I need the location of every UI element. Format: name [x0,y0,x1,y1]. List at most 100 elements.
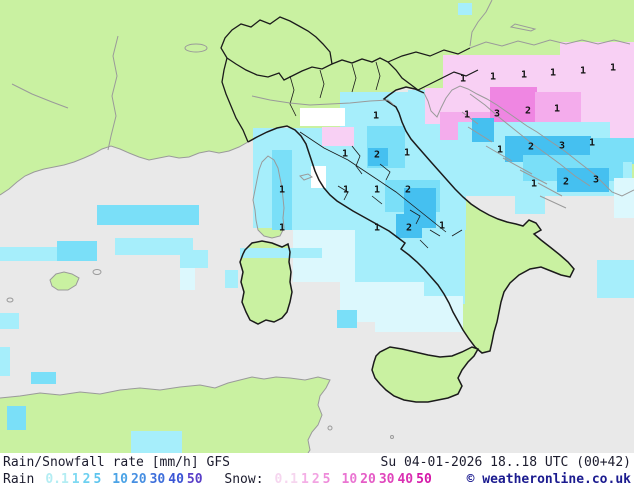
border-bosnia [469,93,591,187]
precipitation-map: 1 1 1 1 1 1 1 3 2 1 1 2 3 1 1 2 3 1 1 2 1 1 1 2 1 2 1 1 1 [0,0,634,453]
map-canvas: 1 1 1 1 1 1 1 3 2 1 1 2 3 1 1 2 3 1 1 2 1 1 1 2 1 2 1 1 1 [0,0,634,453]
precip-value-label: 2 [405,185,411,196]
precip-value-label: 1 [497,145,503,156]
legend-value: 30 [149,472,166,487]
precip-value-label: 1 [554,104,560,115]
precip-cell [375,296,463,332]
legend-value: 40 [168,472,184,487]
region-border [351,63,357,93]
precip-cell [458,3,472,15]
region-border [419,239,429,249]
precip-value-label: 1 [580,66,586,77]
border-france-italy [221,57,249,143]
precip-value-label: 2 [525,106,531,117]
precip-cell [311,166,326,188]
legend-value: 1 [301,472,309,487]
legend-value: 10 [112,472,128,487]
sardinia-island [240,241,292,324]
region-border [289,75,297,117]
precip-cell [57,241,97,261]
region-border [379,163,391,181]
precip-value-label: 2 [528,142,534,153]
border-hungary [469,39,631,49]
precip-cell [322,127,354,146]
mallorca-island [50,272,79,290]
rain-scale-values: 0.1 1 2 5 10 20 30 40 50 [34,471,202,488]
precip-cell [300,108,345,126]
precip-cell [560,42,634,89]
precip-value-label: 1 [374,223,380,234]
border-lines [0,0,634,453]
precip-value-label: 1 [439,221,445,232]
corsica-coastline [252,155,285,239]
border-slovenia-croatia [417,69,479,91]
precip-cell [31,372,56,384]
region-border [409,209,421,225]
precip-value-label: 2 [563,177,569,188]
valid-datetime: Su 04-01-2026 18..18 UTC (00+42) [380,455,631,470]
precip-value-label: 1 [373,111,379,122]
legend-value: 0.1 [274,472,299,487]
precip-cell [597,260,634,298]
africa-landmass [0,377,330,453]
africa-coastline [0,376,331,453]
mallorca-coastline [49,271,80,291]
legend-value: 1 [71,472,80,487]
precip-cell [180,268,195,290]
region-border [351,145,363,175]
region-border [429,229,441,237]
precip-cell [0,347,10,376]
border-austria-hungary [469,0,493,47]
malta-island [390,435,394,439]
lake-balaton [509,23,537,32]
legend-value: 30 [378,472,395,487]
rhone-river [107,35,119,151]
menorca-island [92,269,102,275]
region-border [337,185,349,201]
product-title: Rain/Snowfall rate [mm/h] GFS [3,454,230,471]
precip-cell [515,192,545,214]
precip-cell [115,238,193,255]
legend-value: 5 [93,472,102,487]
precip-value-label: 1 [464,110,470,121]
precip-value-label: 1 [460,74,466,85]
precip-value-label: 1 [589,138,595,149]
dalmatian-islands [461,111,567,209]
product-name: Rain/Snowfall rate [mm/h] [3,455,199,470]
snow-scale-label: Snow: [224,472,264,487]
precip-cell [180,250,208,268]
legend-bar: Rain/Snowfall rate [mm/h] GFS Su 04-01-2… [0,453,634,490]
rain-scale-label: Rain [3,472,35,487]
precip-cell [240,248,322,258]
legend-value: 2 [311,472,320,487]
precip-value-label: 1 [550,68,556,79]
region-border [375,61,381,91]
legend-scales: Rain 0.1 1 2 5 10 20 30 40 50 Snow: 0.1 1 2 5 10 20 30 40… [3,471,432,488]
balkan-coastline [423,85,634,197]
legend-value: 50 [186,472,203,487]
legend-value: 20 [360,472,376,487]
precip-value-label: 1 [531,179,537,190]
precip-cell [340,92,420,130]
legend-value: 5 [322,472,331,487]
sardinia-coastline [239,240,293,325]
region-border [371,195,383,205]
precip-cell [131,431,182,453]
precip-value-label: 1 [610,63,616,74]
italy-coastline [247,86,575,354]
precip-cell [225,270,238,288]
precipitation-value-labels: 1 1 1 1 1 1 1 3 2 1 1 2 3 1 1 2 3 1 1 2 1 1 1 2 1 2 1 1 1 [279,63,616,234]
copyright-link[interactable]: © weatheronline.co.uk [466,472,631,487]
elba-island [299,173,314,181]
precip-cell [97,205,199,225]
legend-value: 40 [397,472,414,487]
garonne-river [11,83,69,109]
precip-value-label: 2 [374,150,380,161]
precip-value-label: 1 [490,72,496,83]
precip-cell [253,148,275,228]
precip-value-label: 3 [593,175,599,186]
precip-cell [368,148,388,166]
legend-value: 10 [341,472,358,487]
border-austria-italy [331,57,419,91]
